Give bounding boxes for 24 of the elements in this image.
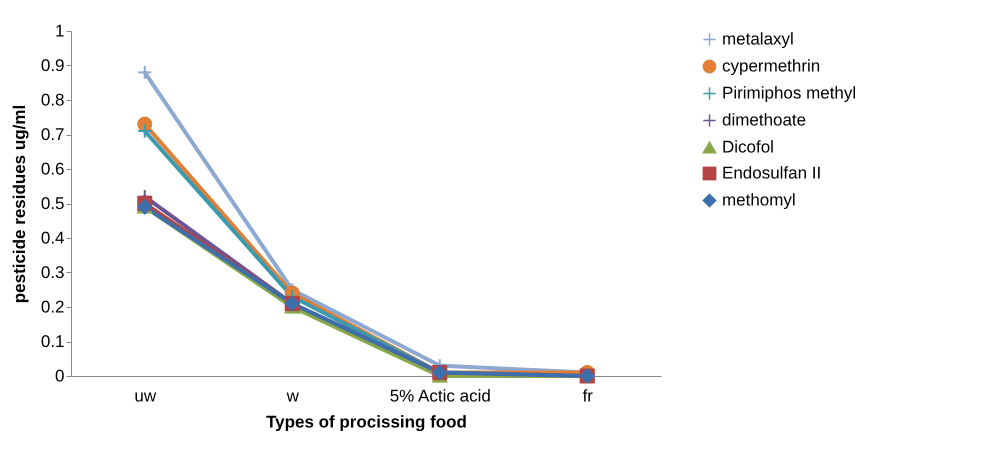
- legend-label: Pirimiphos methyl: [722, 84, 856, 102]
- legend-label: dimethoate: [722, 110, 806, 130]
- y-axis-title: pesticide residues ug/ml: [10, 104, 29, 304]
- y-tick-label: 0.6: [40, 160, 64, 178]
- y-tick-label: 0.7: [40, 125, 64, 144]
- x-tick-label: uw: [134, 386, 157, 406]
- y-tick-label: 1: [55, 22, 64, 40]
- x-tick-label: fr: [582, 386, 594, 406]
- x-axis-title: Types of procissing food: [266, 412, 467, 432]
- y-tick-label: 0.4: [40, 228, 64, 248]
- y-tick-label: 0.1: [40, 332, 64, 351]
- legend-label: Dicofol: [722, 138, 774, 156]
- x-tick-label: 5% Actic acid: [390, 386, 491, 406]
- y-tick-label: 0.5: [40, 194, 64, 213]
- y-tick-label: 0.2: [40, 298, 64, 316]
- legend-label: methomyl: [722, 190, 796, 210]
- legend-label: Endosulfan II: [722, 164, 822, 182]
- y-tick-label: 0.9: [40, 56, 64, 75]
- x-tick-label: w: [286, 386, 300, 406]
- y-tick-label: 0: [55, 366, 64, 386]
- legend-label: metalaxyl: [722, 30, 794, 48]
- y-tick-label: 0.8: [40, 90, 64, 110]
- legend-label: cypermethrin: [722, 56, 820, 76]
- y-tick-label: 0.3: [40, 263, 64, 282]
